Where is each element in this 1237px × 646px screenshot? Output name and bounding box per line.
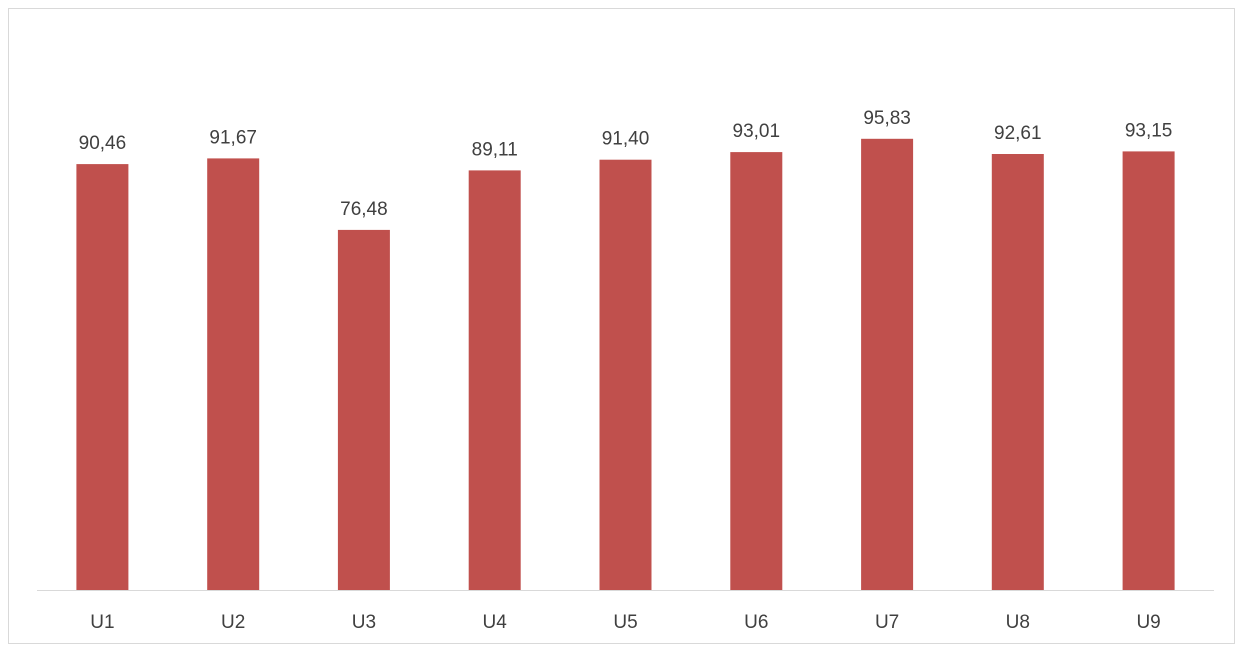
x-tick-label-u9: U9 bbox=[1136, 612, 1160, 633]
bar-u2 bbox=[207, 158, 259, 590]
data-label-u5: 91,40 bbox=[602, 129, 650, 150]
x-tick-label-u4: U4 bbox=[483, 612, 508, 633]
bar-u6 bbox=[730, 152, 782, 590]
x-tick-label-u5: U5 bbox=[613, 612, 637, 633]
bar-u1 bbox=[76, 164, 128, 590]
bar-u5 bbox=[600, 160, 652, 590]
x-tick-label-u6: U6 bbox=[744, 612, 768, 633]
data-label-u2: 91,67 bbox=[209, 127, 257, 148]
bar-u3 bbox=[338, 230, 390, 590]
x-tick-label-u2: U2 bbox=[221, 612, 245, 633]
data-label-u6: 93,01 bbox=[733, 121, 781, 142]
x-tick-label-u1: U1 bbox=[90, 612, 114, 633]
bar-u4 bbox=[469, 170, 521, 590]
x-tick-label-u8: U8 bbox=[1006, 612, 1030, 633]
data-label-u8: 92,61 bbox=[994, 123, 1042, 144]
bars-group bbox=[76, 139, 1174, 590]
data-label-u7: 95,83 bbox=[863, 108, 911, 129]
data-label-u1: 90,46 bbox=[79, 133, 127, 154]
data-label-u9: 93,15 bbox=[1125, 120, 1173, 141]
x-tick-label-u3: U3 bbox=[352, 612, 376, 633]
data-label-u4: 89,11 bbox=[472, 139, 518, 160]
x-tick-labels-group: U1 U2 U3 U4 U5 U6 U7 U8 U9 bbox=[90, 612, 1160, 633]
bar-u9 bbox=[1123, 151, 1175, 590]
x-tick-label-u7: U7 bbox=[875, 612, 899, 633]
bar-u7 bbox=[861, 139, 913, 590]
bar-u8 bbox=[992, 154, 1044, 590]
data-label-u3: 76,48 bbox=[340, 199, 388, 220]
